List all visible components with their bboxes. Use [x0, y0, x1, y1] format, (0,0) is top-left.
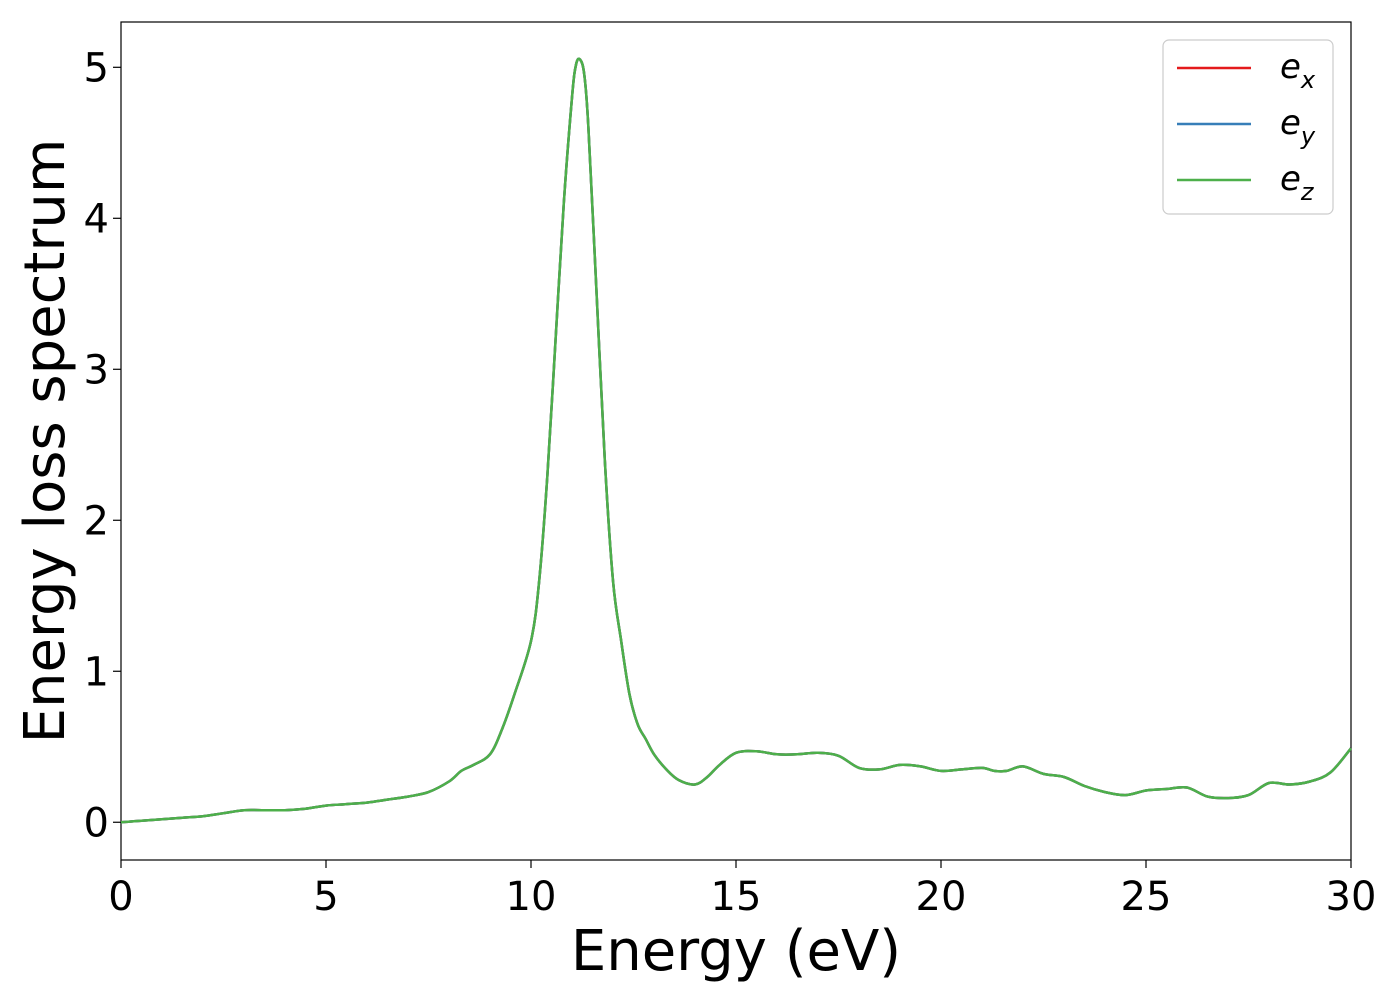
x-tick-label: 15: [711, 874, 762, 920]
x-tick-label: 20: [916, 874, 967, 920]
x-tick-label: 25: [1121, 874, 1172, 920]
legend-label-ez: ez: [1280, 159, 1315, 206]
series-line-ez: [120, 57, 1352, 824]
y-axis-ticks: 0 1 2 3 4 5: [84, 45, 121, 846]
legend-label-subscript: z: [1300, 178, 1315, 206]
y-tick-label: 5: [84, 45, 109, 91]
legend-box: [1162, 39, 1334, 215]
legend-label-base: e: [1280, 159, 1301, 199]
y-tick-label: 4: [84, 196, 109, 242]
legend-label-base: e: [1280, 47, 1301, 87]
y-tick-label: 0: [84, 800, 109, 846]
legend-label-ex: ex: [1280, 47, 1316, 94]
x-tick-label: 30: [1326, 874, 1377, 920]
series-layer: [120, 57, 1352, 824]
legend-label-subscript: x: [1300, 66, 1316, 94]
x-axis-label: Energy (eV): [571, 919, 901, 984]
legend-label-base: e: [1280, 103, 1301, 143]
y-tick-label: 1: [84, 649, 109, 695]
legend-label-ey: ey: [1280, 103, 1316, 150]
x-tick-label: 5: [313, 874, 338, 920]
x-axis-ticks: 0 5 10 15 20 25 30: [108, 860, 1376, 920]
y-tick-label: 2: [84, 498, 109, 544]
x-tick-label: 10: [506, 874, 557, 920]
legend-label-subscript: y: [1300, 122, 1316, 150]
y-axis-label: Energy loss spectrum: [13, 139, 78, 744]
y-tick-label: 3: [84, 347, 109, 393]
x-tick-label: 0: [108, 874, 133, 920]
